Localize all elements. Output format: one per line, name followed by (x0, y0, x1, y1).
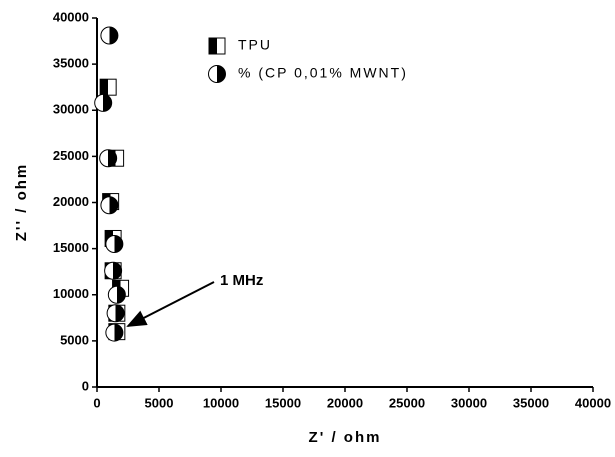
legend-marker (208, 65, 226, 83)
x-tick-label: 25000 (389, 395, 425, 410)
x-tick-label: 30000 (451, 395, 487, 410)
marker (106, 304, 125, 323)
y-tick-label: 35000 (53, 56, 89, 71)
legend-label: % (CP 0,01% MWNT) (238, 65, 408, 81)
marker (107, 285, 126, 304)
x-tick-label: 0 (93, 395, 100, 410)
y-axis-label: Z'' / ohm (13, 163, 30, 241)
y-tick-label: 40000 (53, 9, 89, 24)
y-tick-label: 5000 (60, 332, 89, 347)
x-tick-label: 10000 (203, 395, 239, 410)
y-tick-label: 10000 (53, 286, 89, 301)
marker (105, 323, 124, 342)
annotation: 1 MHz (220, 272, 263, 289)
x-tick-label: 40000 (575, 395, 611, 410)
legend-label: TPU (238, 37, 272, 53)
x-tick-label: 35000 (513, 395, 549, 410)
marker (100, 26, 119, 45)
y-tick-label: 30000 (53, 102, 89, 117)
marker (104, 261, 123, 280)
marker (94, 93, 113, 112)
x-tick-label: 15000 (265, 395, 301, 410)
y-tick-label: 0 (82, 378, 89, 393)
marker (100, 196, 119, 215)
marker (105, 235, 124, 254)
y-tick-label: 25000 (53, 148, 89, 163)
y-tick-label: 20000 (53, 194, 89, 209)
y-tick-label: 15000 (53, 240, 89, 255)
x-tick-label: 5000 (145, 395, 174, 410)
marker (99, 149, 118, 168)
legend-marker (208, 37, 226, 55)
annotation-arrow (126, 281, 215, 327)
x-axis-label: Z' / ohm (309, 429, 382, 446)
marker (99, 78, 117, 96)
x-tick-label: 20000 (327, 395, 363, 410)
